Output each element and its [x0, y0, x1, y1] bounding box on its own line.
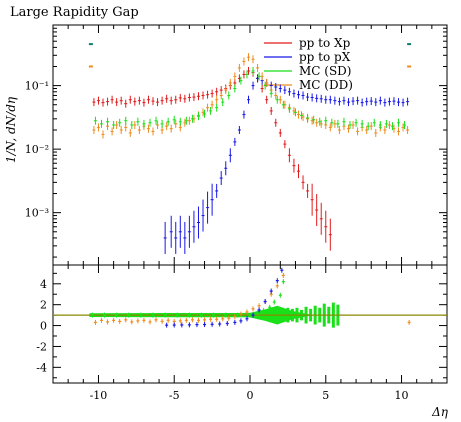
x-tick-label: 0: [247, 389, 254, 402]
y-tick-label: 10⁻¹: [25, 80, 49, 93]
x-tick-label: -5: [169, 389, 180, 402]
y-tick-label: -4: [36, 361, 47, 374]
ratio-plot-area: [53, 267, 447, 328]
y-tick-label: 10⁻³: [25, 207, 49, 220]
main-plot-area: [88, 43, 412, 254]
y-tick-label: -2: [36, 340, 47, 353]
main-panel-frame: [52, 24, 448, 266]
x-axis-label: Δη: [431, 405, 449, 419]
x-tick-label: 10: [395, 389, 409, 402]
legend-label: MC (SD): [299, 64, 352, 78]
ratio-axes: -10 -5 0 5 10 -4 -2 0 2 4: [36, 272, 447, 402]
ratio-panel-frame: [52, 264, 448, 384]
chart-title: Large Rapidity Gap: [10, 5, 139, 20]
x-tick-label: -10: [90, 389, 108, 402]
legend-label: pp to pX: [299, 50, 351, 64]
main-axes: 10⁻³ 10⁻² 10⁻¹: [25, 24, 447, 383]
x-tick-label: 5: [322, 389, 329, 402]
y-axis-label: 1/N, dN/dη: [4, 96, 18, 163]
y-tick-label: 2: [40, 299, 47, 312]
y-tick-label: 4: [40, 278, 47, 291]
legend-label: MC (DD): [299, 78, 353, 92]
y-tick-label: 0: [40, 320, 47, 333]
legend-label: pp to Xp: [299, 36, 351, 50]
y-tick-label: 10⁻²: [25, 143, 49, 156]
